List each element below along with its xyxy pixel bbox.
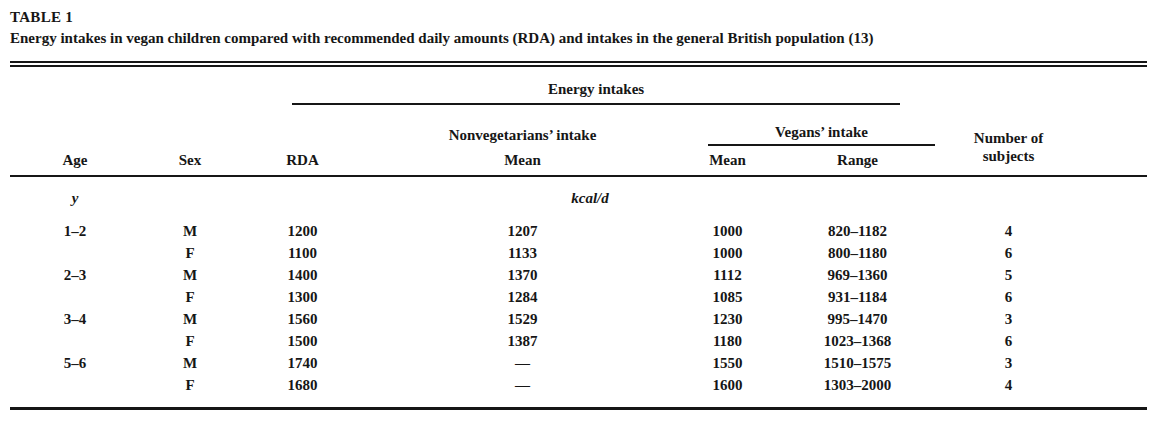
cell-vegan-mean: 1000 (680, 242, 775, 264)
cell-range: 931–1184 (775, 286, 940, 308)
cell-subjects: 4 (940, 220, 1147, 242)
col-header-rda: RDA (240, 105, 365, 176)
cell-rda: 1560 (240, 308, 365, 330)
cell-range: 995–1470 (775, 308, 940, 330)
cell-nonveg-mean: — (365, 352, 680, 374)
cell-vegan-mean: 1600 (680, 374, 775, 396)
table-row: F 1300 1284 1085 931–1184 6 (10, 286, 1147, 308)
spanner-vegans-intake-label: Vegans’ intake (708, 124, 935, 146)
table-label: TABLE 1 (10, 8, 1147, 26)
cell-range: 1303–2000 (775, 374, 940, 396)
cell-range: 969–1360 (775, 264, 940, 286)
cell-rda: 1400 (240, 264, 365, 286)
col-header-vegan-range: Range (775, 146, 940, 176)
cell-nonveg-mean: 1370 (365, 264, 680, 286)
col-header-subjects-line2: subjects (940, 147, 1077, 165)
cell-vegan-mean: 1085 (680, 286, 775, 308)
cell-sex: F (140, 330, 240, 352)
document-page: TABLE 1 Energy intakes in vegan children… (0, 0, 1152, 410)
spanner-energy-intakes: Energy intakes (240, 67, 940, 105)
cell-sex: F (140, 286, 240, 308)
cell-subjects: 6 (940, 242, 1147, 264)
units-row: y kcal/d (10, 176, 1147, 220)
cell-nonveg-mean: 1284 (365, 286, 680, 308)
spanner-energy-intakes-label: Energy intakes (292, 81, 900, 105)
col-header-subjects-line1: Number of (940, 129, 1077, 147)
col-header-sex: Sex (140, 67, 240, 176)
table-row: 5–6 M 1740 — 1550 1510–1575 3 (10, 352, 1147, 374)
bottom-rule (10, 407, 1147, 410)
cell-age (10, 374, 140, 396)
spanner-vegans-intake: Vegans’ intake (680, 105, 940, 146)
spanner-nonvegetarians-intake: Nonvegetarians’ intake (365, 105, 680, 146)
unit-energy: kcal/d (240, 176, 940, 220)
unit-age: y (10, 176, 140, 220)
cell-rda: 1680 (240, 374, 365, 396)
cell-vegan-mean: 1000 (680, 220, 775, 242)
table-header: Age Sex Energy intakes Number of subject… (10, 67, 1147, 176)
cell-range: 1023–1368 (775, 330, 940, 352)
cell-vegan-mean: 1230 (680, 308, 775, 330)
cell-nonveg-mean: 1133 (365, 242, 680, 264)
table-caption: Energy intakes in vegan children compare… (10, 28, 1147, 48)
col-header-vegan-mean: Mean (680, 146, 775, 176)
cell-nonveg-mean: 1529 (365, 308, 680, 330)
cell-range: 820–1182 (775, 220, 940, 242)
unit-spacer (140, 176, 240, 220)
cell-range: 800–1180 (775, 242, 940, 264)
cell-sex: M (140, 264, 240, 286)
table-row: F 1500 1387 1180 1023–1368 6 (10, 330, 1147, 352)
table-row: F 1680 — 1600 1303–2000 4 (10, 374, 1147, 396)
data-table: Age Sex Energy intakes Number of subject… (10, 67, 1147, 396)
cell-subjects: 4 (940, 374, 1147, 396)
cell-age: 5–6 (10, 352, 140, 374)
cell-rda: 1300 (240, 286, 365, 308)
cell-sex: M (140, 308, 240, 330)
table-body: y kcal/d 1–2 M 1200 1207 1000 820–1182 4… (10, 176, 1147, 396)
unit-spacer-right (940, 176, 1147, 220)
cell-vegan-mean: 1112 (680, 264, 775, 286)
cell-subjects: 5 (940, 264, 1147, 286)
cell-rda: 1100 (240, 242, 365, 264)
col-header-age: Age (10, 67, 140, 176)
cell-age (10, 286, 140, 308)
col-header-nonveg-mean: Mean (365, 146, 680, 176)
cell-age: 3–4 (10, 308, 140, 330)
cell-nonveg-mean: — (365, 374, 680, 396)
cell-range: 1510–1575 (775, 352, 940, 374)
cell-sex: F (140, 242, 240, 264)
cell-nonveg-mean: 1207 (365, 220, 680, 242)
cell-sex: F (140, 374, 240, 396)
cell-sex: M (140, 352, 240, 374)
cell-subjects: 3 (940, 308, 1147, 330)
cell-subjects: 3 (940, 352, 1147, 374)
table-row: 2–3 M 1400 1370 1112 969–1360 5 (10, 264, 1147, 286)
cell-age (10, 242, 140, 264)
cell-subjects: 6 (940, 286, 1147, 308)
cell-rda: 1200 (240, 220, 365, 242)
table-row: 3–4 M 1560 1529 1230 995–1470 3 (10, 308, 1147, 330)
cell-rda: 1740 (240, 352, 365, 374)
table-row: 1–2 M 1200 1207 1000 820–1182 4 (10, 220, 1147, 242)
header-row-energy: Age Sex Energy intakes Number of subject… (10, 67, 1147, 105)
cell-age: 1–2 (10, 220, 140, 242)
cell-age (10, 330, 140, 352)
cell-vegan-mean: 1550 (680, 352, 775, 374)
cell-rda: 1500 (240, 330, 365, 352)
cell-age: 2–3 (10, 264, 140, 286)
col-header-subjects: Number of subjects (940, 67, 1147, 176)
cell-nonveg-mean: 1387 (365, 330, 680, 352)
cell-sex: M (140, 220, 240, 242)
table-row: F 1100 1133 1000 800–1180 6 (10, 242, 1147, 264)
cell-vegan-mean: 1180 (680, 330, 775, 352)
cell-subjects: 6 (940, 330, 1147, 352)
